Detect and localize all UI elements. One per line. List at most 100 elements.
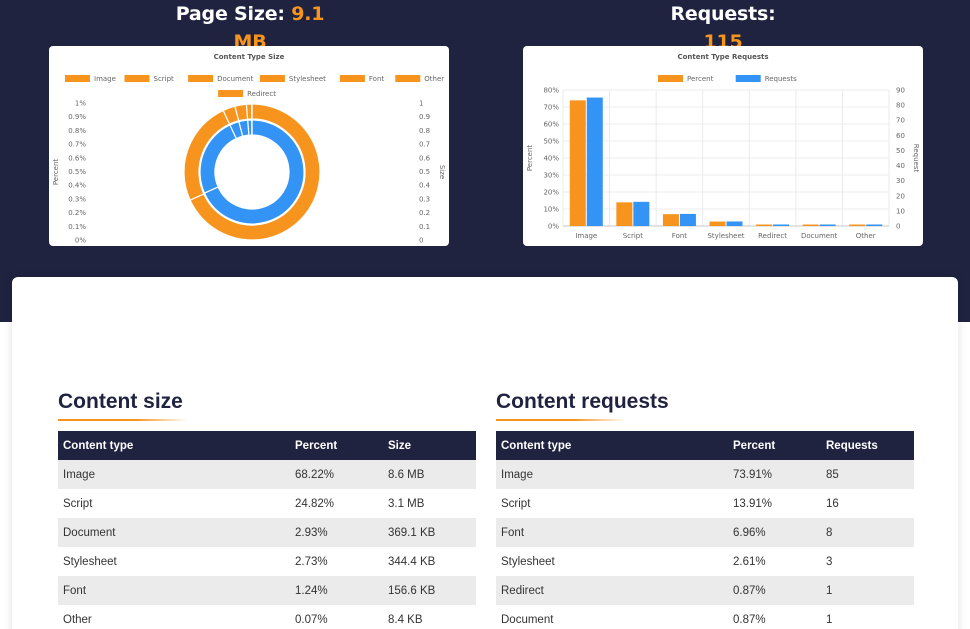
- content-type-size-chart: Content Type Size Image Script Document Styl…: [52, 53, 446, 245]
- cell-content-type: Other: [58, 605, 290, 629]
- legend-label: Percent: [687, 75, 714, 83]
- cell-percent: 73.91%: [728, 460, 821, 489]
- x-tick-label: Document: [801, 232, 838, 240]
- cell-size: 344.4 KB: [383, 547, 476, 576]
- y-tick-label: 30%: [543, 172, 559, 180]
- bar-percent: [616, 202, 633, 226]
- y-tick-label: 0%: [548, 223, 559, 231]
- y-tick-label: 0.4%: [68, 182, 86, 190]
- table-row: Redirect 0.87% 1: [496, 576, 914, 605]
- cell-percent: 68.22%: [290, 460, 383, 489]
- content-type-size-card: Content Type Size Image Script Document Styl…: [49, 46, 449, 246]
- cell-requests: 8: [821, 518, 914, 547]
- cell-content-type: Font: [496, 518, 728, 547]
- bar-percent: [756, 224, 773, 226]
- y-tick-label: 20%: [543, 189, 559, 197]
- bar-requests: [773, 224, 790, 226]
- cell-size: 8.4 KB: [383, 605, 476, 629]
- table-row: Document 2.93% 369.1 KB: [58, 518, 476, 547]
- y2-tick-label: 0.2: [419, 209, 430, 217]
- table-row: Stylesheet 2.73% 344.4 KB: [58, 547, 476, 576]
- content-type-requests-chart: Content Type Requests Percent Requests 80% 7…: [526, 53, 920, 240]
- bar-percent: [569, 100, 586, 226]
- y2-tick-label: 60: [896, 132, 905, 140]
- cell-content-type: Script: [496, 489, 728, 518]
- cell-content-type: Script: [58, 489, 290, 518]
- y2-axis-title: Request: [912, 144, 920, 173]
- y-tick-label: 0.9%: [68, 113, 86, 121]
- legend-label: Other: [424, 75, 444, 83]
- cell-percent: 24.82%: [290, 489, 383, 518]
- chart-title: Content Type Size: [214, 53, 285, 61]
- y2-tick-label: 1: [419, 100, 423, 108]
- y2-tick-label: 40: [896, 162, 905, 170]
- legend-swatch: [395, 75, 421, 82]
- cell-content-type: Document: [496, 605, 728, 629]
- legend-swatch: [339, 75, 365, 82]
- legend-label: Stylesheet: [289, 75, 326, 83]
- content-size-title: Content size: [58, 390, 183, 413]
- table-header-row: Content type Percent Requests: [496, 431, 914, 460]
- y-tick-label: 1%: [75, 100, 86, 108]
- cell-percent: 6.96%: [728, 518, 821, 547]
- y2-tick-label: 90: [896, 87, 905, 95]
- cell-percent: 0.87%: [728, 576, 821, 605]
- y2-tick-label: 0.4: [419, 182, 431, 190]
- cell-size: 156.6 KB: [383, 576, 476, 605]
- table-row: Image 73.91% 85: [496, 460, 914, 489]
- bar-percent: [802, 224, 819, 226]
- y-tick-label: 0.6%: [68, 154, 86, 162]
- page-size-heading: Page Size: 9.1 MB: [158, 0, 342, 59]
- y2-tick-label: 0: [419, 237, 423, 245]
- y-tick-label: 0.3%: [68, 195, 86, 203]
- cell-percent: 1.24%: [290, 576, 383, 605]
- cell-content-type: Stylesheet: [496, 547, 728, 576]
- cell-content-type: Image: [496, 460, 728, 489]
- y-tick-label: 70%: [543, 104, 559, 112]
- legend-swatch: [658, 75, 683, 82]
- x-tick-label: Redirect: [758, 232, 787, 240]
- x-tick-label: Other: [856, 232, 876, 240]
- content-size-table: Content type Percent Size Image 68.22% 8.6…: [58, 431, 476, 629]
- y-tick-label: 0%: [75, 237, 86, 245]
- bar-requests: [726, 221, 743, 226]
- bar-percent: [849, 224, 866, 226]
- x-tick-label: Script: [623, 232, 644, 240]
- column-header-content-type: Content type: [496, 431, 728, 460]
- legend-label: Requests: [765, 75, 797, 83]
- y2-tick-label: 0: [896, 223, 900, 231]
- percent-ring-slice: [245, 103, 253, 120]
- legend-label: Document: [217, 75, 254, 83]
- cell-content-type: Font: [58, 576, 290, 605]
- x-tick-label: Stylesheet: [707, 232, 744, 240]
- content-type-requests-card: Content Type Requests Percent Requests 80% 7…: [523, 46, 923, 246]
- cell-requests: 1: [821, 605, 914, 629]
- cell-percent: 0.07%: [290, 605, 383, 629]
- table-header-row: Content type Percent Size: [58, 431, 476, 460]
- table-row: Stylesheet 2.61% 3: [496, 547, 914, 576]
- content-size-underline: [58, 419, 188, 421]
- y-tick-label: 0.8%: [68, 127, 86, 135]
- size-ring-slice: [203, 119, 305, 225]
- table-row: Document 0.87% 1: [496, 605, 914, 629]
- y2-tick-label: 10: [896, 207, 905, 215]
- column-header-percent: Percent: [728, 431, 821, 460]
- y2-tick-label: 0.8: [419, 127, 430, 135]
- y2-tick-label: 0.5: [419, 168, 430, 176]
- table-row: Image 68.22% 8.6 MB: [58, 460, 476, 489]
- cell-size: 8.6 MB: [383, 460, 476, 489]
- cell-content-type: Document: [58, 518, 290, 547]
- y-tick-label: 60%: [543, 121, 559, 129]
- table-row: Font 1.24% 156.6 KB: [58, 576, 476, 605]
- content-requests-table: Content type Percent Requests Image 73.91…: [496, 431, 914, 629]
- cell-size: 3.1 MB: [383, 489, 476, 518]
- table-row: Script 24.82% 3.1 MB: [58, 489, 476, 518]
- y-tick-label: 40%: [543, 155, 559, 163]
- y2-tick-label: 0.6: [419, 154, 431, 162]
- requests-label: Requests:: [670, 3, 776, 25]
- bar-requests: [866, 224, 883, 226]
- bar-requests: [633, 201, 650, 226]
- y-tick-label: 0.1%: [68, 223, 86, 231]
- y2-tick-label: 50: [896, 147, 905, 155]
- cell-percent: 2.93%: [290, 518, 383, 547]
